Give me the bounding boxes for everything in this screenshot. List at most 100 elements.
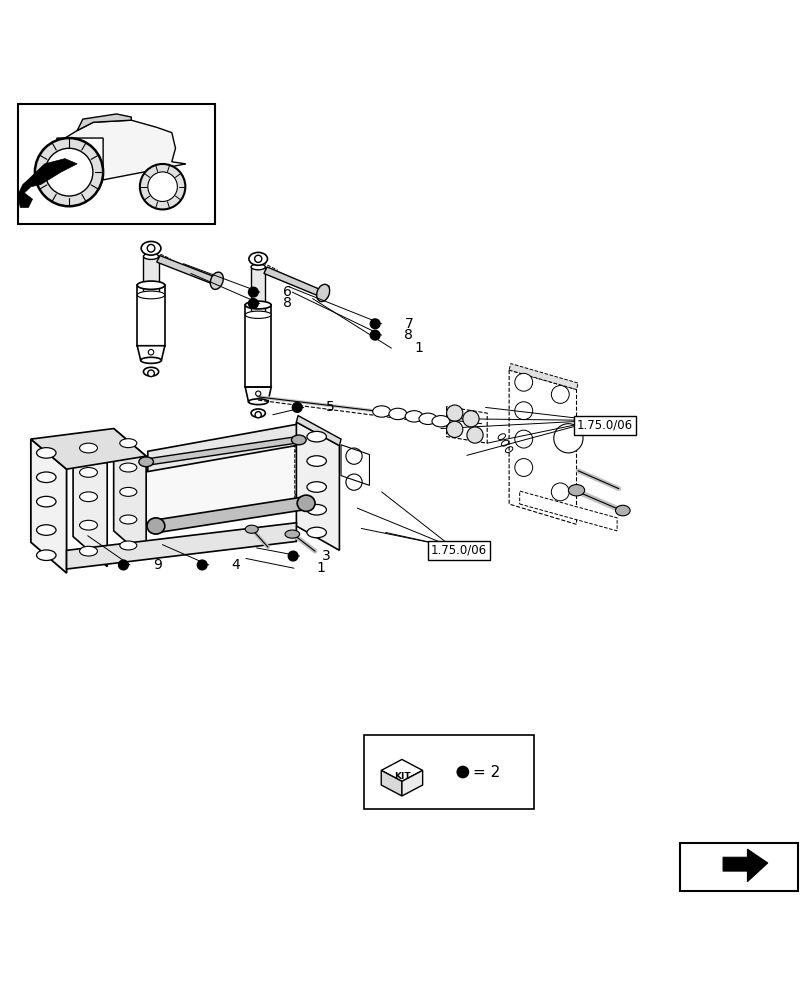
Ellipse shape: [144, 367, 158, 376]
Circle shape: [553, 424, 582, 453]
Polygon shape: [722, 849, 766, 882]
Ellipse shape: [120, 439, 137, 448]
Polygon shape: [120, 446, 294, 526]
Ellipse shape: [141, 241, 161, 255]
Text: 4: 4: [231, 558, 240, 572]
Polygon shape: [118, 442, 296, 477]
Circle shape: [255, 255, 261, 262]
Text: 9: 9: [152, 558, 161, 572]
Ellipse shape: [297, 495, 315, 511]
Polygon shape: [401, 770, 422, 796]
Ellipse shape: [285, 530, 299, 538]
Circle shape: [288, 551, 298, 561]
Ellipse shape: [36, 550, 56, 560]
Ellipse shape: [248, 399, 268, 405]
Circle shape: [551, 386, 569, 403]
Polygon shape: [118, 494, 296, 530]
Polygon shape: [31, 439, 67, 573]
Ellipse shape: [245, 301, 271, 309]
Text: 3: 3: [322, 549, 331, 563]
Bar: [680, 843, 797, 891]
Text: 1.75.0/06: 1.75.0/06: [576, 419, 633, 432]
Ellipse shape: [36, 496, 56, 507]
Circle shape: [45, 148, 92, 196]
Bar: [18, 104, 215, 224]
Polygon shape: [508, 370, 576, 524]
Circle shape: [148, 172, 177, 201]
Text: 7: 7: [404, 317, 413, 331]
Ellipse shape: [36, 472, 56, 483]
Ellipse shape: [140, 357, 161, 363]
Text: 1: 1: [316, 561, 325, 575]
Circle shape: [514, 430, 532, 448]
Ellipse shape: [79, 468, 97, 477]
Circle shape: [148, 370, 154, 377]
Polygon shape: [264, 267, 328, 296]
Ellipse shape: [210, 272, 223, 289]
Circle shape: [370, 330, 380, 340]
Text: 8: 8: [404, 328, 413, 342]
Ellipse shape: [120, 463, 137, 472]
Text: 5: 5: [326, 400, 335, 414]
Ellipse shape: [147, 518, 165, 534]
Polygon shape: [114, 429, 146, 559]
Text: 1.75.0/06: 1.75.0/06: [430, 544, 487, 557]
Circle shape: [446, 421, 462, 437]
Ellipse shape: [79, 546, 97, 556]
Ellipse shape: [418, 413, 436, 424]
Polygon shape: [137, 346, 165, 360]
Circle shape: [118, 560, 128, 570]
Ellipse shape: [245, 311, 271, 318]
Circle shape: [514, 459, 532, 476]
Polygon shape: [341, 445, 369, 485]
Text: = 2: = 2: [473, 765, 500, 780]
Polygon shape: [67, 523, 296, 569]
Circle shape: [255, 391, 260, 396]
Ellipse shape: [36, 448, 56, 458]
Polygon shape: [73, 433, 107, 567]
Circle shape: [147, 244, 155, 252]
Polygon shape: [18, 159, 77, 207]
Circle shape: [514, 373, 532, 391]
Polygon shape: [31, 429, 146, 469]
Polygon shape: [380, 759, 422, 781]
Ellipse shape: [79, 492, 97, 502]
Ellipse shape: [36, 525, 56, 535]
Text: 6: 6: [282, 285, 291, 299]
Polygon shape: [251, 267, 265, 312]
Circle shape: [462, 411, 478, 427]
Ellipse shape: [307, 527, 326, 538]
Ellipse shape: [307, 431, 326, 442]
Ellipse shape: [307, 504, 326, 515]
Ellipse shape: [137, 291, 165, 299]
Bar: [363, 735, 534, 809]
Ellipse shape: [144, 253, 158, 259]
Ellipse shape: [307, 456, 326, 466]
Ellipse shape: [405, 411, 423, 422]
Polygon shape: [144, 256, 158, 292]
Circle shape: [35, 138, 103, 206]
Polygon shape: [148, 424, 300, 472]
Polygon shape: [519, 491, 616, 531]
Polygon shape: [137, 285, 165, 346]
Text: 1: 1: [414, 341, 423, 355]
Polygon shape: [148, 437, 296, 465]
Polygon shape: [245, 387, 271, 402]
Text: 8: 8: [282, 296, 291, 310]
Circle shape: [255, 412, 261, 418]
Circle shape: [370, 319, 380, 329]
Circle shape: [551, 483, 569, 501]
Polygon shape: [245, 305, 271, 387]
Ellipse shape: [249, 252, 267, 265]
Polygon shape: [296, 416, 341, 446]
Polygon shape: [296, 422, 339, 550]
Ellipse shape: [139, 457, 153, 467]
Ellipse shape: [307, 482, 326, 492]
Circle shape: [446, 405, 462, 421]
Ellipse shape: [372, 406, 390, 417]
Ellipse shape: [568, 485, 584, 496]
Ellipse shape: [615, 505, 629, 516]
Ellipse shape: [120, 541, 137, 550]
Circle shape: [139, 164, 185, 209]
Ellipse shape: [79, 520, 97, 530]
